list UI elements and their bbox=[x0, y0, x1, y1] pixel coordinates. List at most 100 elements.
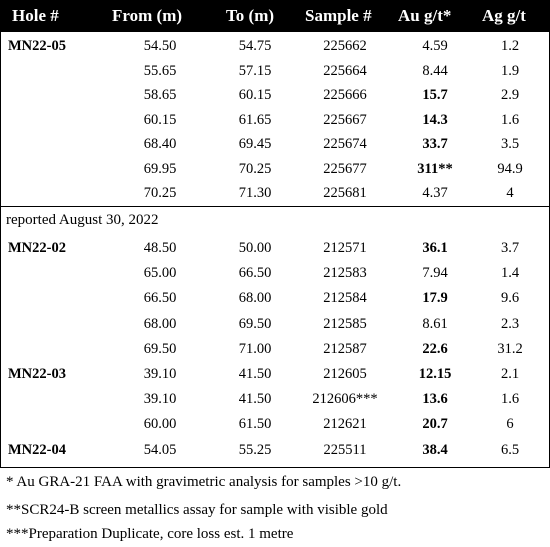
to-cell: 55.25 bbox=[238, 441, 272, 458]
from-cell: 48.50 bbox=[143, 240, 177, 256]
au-cell: 4.59 bbox=[422, 38, 448, 54]
table-row: 60.15 61.65 225667 14.3 1.6 bbox=[0, 108, 550, 134]
sample-cell: 212585 bbox=[323, 315, 367, 332]
table-row: 58.65 60.15 225666 15.7 2.9 bbox=[0, 83, 550, 109]
table-bottom-border bbox=[0, 467, 550, 468]
au-cell: 33.7 bbox=[422, 136, 448, 152]
table-row: 70.25 71.30 225681 4.37 4 bbox=[0, 181, 550, 207]
table-row: MN22-03 39.10 41.50 212605 12.15 2.1 bbox=[0, 362, 550, 388]
ag-cell: 3.5 bbox=[500, 136, 520, 152]
footnote-screen-metallics: **SCR24-B screen metallics assay for sam… bbox=[6, 502, 388, 518]
au-cell: 14.3 bbox=[422, 111, 448, 128]
sample-cell: 225662 bbox=[323, 38, 367, 54]
au-cell: 17.9 bbox=[422, 290, 448, 307]
sample-cell: 212587 bbox=[323, 340, 367, 357]
table-row: MN22-04 54.05 55.25 225511 38.4 6.5 bbox=[0, 438, 550, 464]
au-cell: 36.1 bbox=[422, 240, 448, 256]
to-cell: 54.75 bbox=[238, 38, 272, 54]
sample-cell: 225511 bbox=[323, 441, 367, 458]
ag-cell: 6 bbox=[506, 416, 514, 433]
from-cell: 39.10 bbox=[143, 366, 177, 382]
from-cell: 69.95 bbox=[143, 160, 177, 177]
from-cell: 54.50 bbox=[143, 38, 177, 54]
ag-cell: 94.9 bbox=[497, 160, 523, 177]
au-cell: 8.61 bbox=[422, 315, 448, 332]
to-cell: 60.15 bbox=[238, 87, 272, 103]
table-row: MN22-02 48.50 50.00 212571 36.1 3.7 bbox=[0, 236, 550, 262]
to-cell: 69.45 bbox=[238, 136, 272, 152]
from-cell: 54.05 bbox=[143, 441, 177, 458]
header-ag: Ag g/t bbox=[482, 6, 526, 25]
hole-id-cell: MN22-02 bbox=[8, 240, 66, 256]
ag-cell: 3.7 bbox=[500, 240, 520, 256]
table-row: 55.65 57.15 225664 8.44 1.9 bbox=[0, 59, 550, 85]
from-cell: 55.65 bbox=[143, 62, 177, 79]
sample-cell: 212606*** bbox=[312, 391, 378, 408]
sample-cell: 225681 bbox=[323, 185, 367, 201]
au-cell: 13.6 bbox=[422, 391, 448, 408]
table-row: 66.50 68.00 212584 17.9 9.6 bbox=[0, 286, 550, 312]
sample-cell: 225674 bbox=[323, 136, 367, 152]
table-row: 69.50 71.00 212587 22.6 31.2 bbox=[0, 337, 550, 363]
ag-cell: 6.5 bbox=[500, 441, 520, 458]
to-cell: 57.15 bbox=[238, 62, 272, 79]
to-cell: 68.00 bbox=[238, 290, 272, 307]
au-cell: 22.6 bbox=[422, 340, 448, 357]
table-left-border bbox=[0, 0, 1, 468]
from-cell: 66.50 bbox=[143, 290, 177, 307]
au-cell: 15.7 bbox=[422, 87, 448, 103]
sample-cell: 212571 bbox=[323, 240, 367, 256]
sample-cell: 225666 bbox=[323, 87, 367, 103]
from-cell: 39.10 bbox=[143, 391, 177, 408]
to-cell: 61.65 bbox=[238, 111, 272, 128]
table-row: 68.40 69.45 225674 33.7 3.5 bbox=[0, 132, 550, 158]
footnote-prep-duplicate: ***Preparation Duplicate, core loss est.… bbox=[6, 526, 294, 542]
header-au: Au g/t* bbox=[398, 6, 452, 25]
ag-cell: 2.1 bbox=[500, 366, 520, 382]
sample-cell: 225664 bbox=[323, 62, 367, 79]
from-cell: 65.00 bbox=[143, 265, 177, 282]
from-cell: 70.25 bbox=[143, 185, 177, 201]
hole-id-cell: MN22-05 bbox=[8, 38, 66, 54]
sample-cell: 212584 bbox=[323, 290, 367, 307]
au-cell: 4.37 bbox=[422, 185, 448, 201]
table-row: 39.10 41.50 212606*** 13.6 1.6 bbox=[0, 387, 550, 413]
ag-cell: 2.9 bbox=[500, 87, 520, 103]
au-cell: 12.15 bbox=[418, 366, 452, 382]
table-row: MN22-05 54.50 54.75 225662 4.59 1.2 bbox=[0, 34, 550, 60]
au-cell: 38.4 bbox=[422, 441, 448, 458]
table-row: 68.00 69.50 212585 8.61 2.3 bbox=[0, 312, 550, 338]
ag-cell: 1.2 bbox=[500, 38, 520, 54]
header-sample: Sample # bbox=[305, 6, 372, 25]
sample-cell: 225677 bbox=[323, 160, 367, 177]
from-cell: 60.00 bbox=[143, 416, 177, 433]
hole-id-cell: MN22-04 bbox=[8, 441, 66, 458]
table-row: 65.00 66.50 212583 7.94 1.4 bbox=[0, 261, 550, 287]
ag-cell: 1.4 bbox=[500, 265, 520, 282]
header-from: From (m) bbox=[112, 6, 183, 25]
to-cell: 66.50 bbox=[238, 265, 272, 282]
ag-cell: 31.2 bbox=[497, 340, 523, 357]
ag-cell: 1.9 bbox=[500, 62, 520, 79]
hole-id-cell: MN22-03 bbox=[8, 366, 66, 382]
ag-cell: 1.6 bbox=[500, 391, 520, 408]
sample-cell: 212583 bbox=[323, 265, 367, 282]
sample-cell: 212605 bbox=[323, 366, 367, 382]
from-cell: 60.15 bbox=[143, 111, 177, 128]
from-cell: 68.40 bbox=[143, 136, 177, 152]
from-cell: 69.50 bbox=[143, 340, 177, 357]
footnote-au-method: * Au GRA-21 FAA with gravimetric analysi… bbox=[6, 474, 402, 490]
ag-cell: 4 bbox=[506, 185, 514, 201]
au-cell: 311** bbox=[417, 160, 453, 177]
sample-cell: 212621 bbox=[323, 416, 367, 433]
table-row: 60.00 61.50 212621 20.7 6 bbox=[0, 412, 550, 438]
to-cell: 71.30 bbox=[238, 185, 272, 201]
header-hole: Hole # bbox=[12, 6, 59, 25]
ag-cell: 9.6 bbox=[500, 290, 520, 307]
section-divider bbox=[0, 206, 550, 207]
from-cell: 68.00 bbox=[143, 315, 177, 332]
to-cell: 61.50 bbox=[238, 416, 272, 433]
section-label: reported August 30, 2022 bbox=[6, 212, 159, 228]
to-cell: 50.00 bbox=[238, 240, 272, 256]
